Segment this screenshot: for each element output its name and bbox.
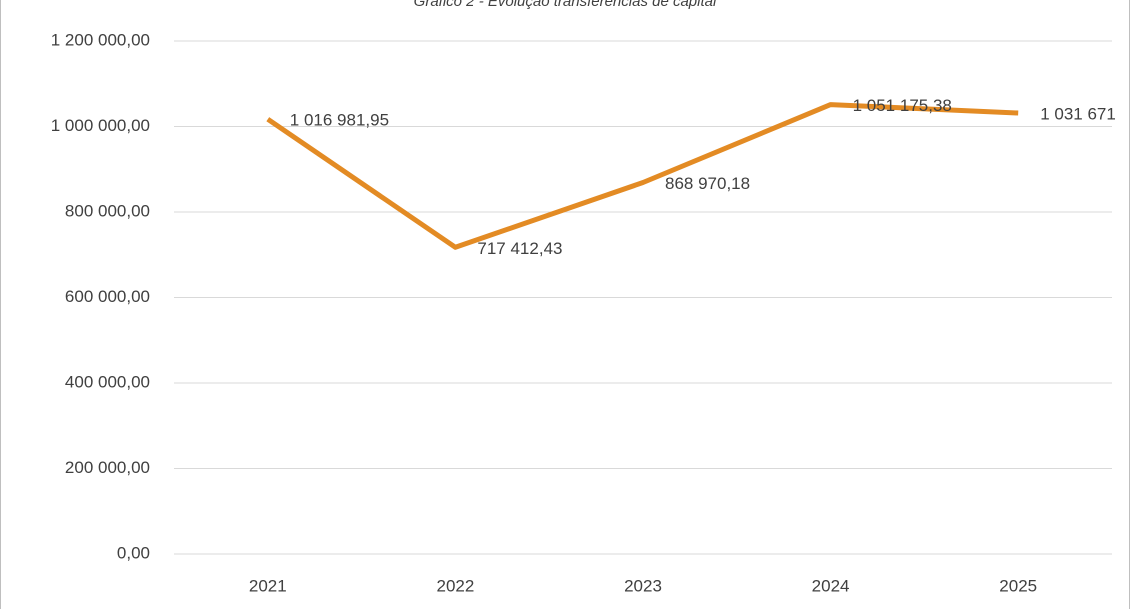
x-tick-label: 2025 bbox=[999, 576, 1037, 595]
x-tick-label: 2021 bbox=[249, 576, 287, 595]
y-tick-label: 600 000,00 bbox=[65, 287, 150, 306]
x-tick-label: 2024 bbox=[812, 576, 850, 595]
y-tick-label: 400 000,00 bbox=[65, 372, 150, 391]
x-tick-label: 2023 bbox=[624, 576, 662, 595]
data-label: 1 016 981,95 bbox=[290, 111, 389, 130]
data-label: 717 412,43 bbox=[477, 239, 562, 258]
x-tick-label: 2022 bbox=[436, 576, 474, 595]
chart-title: Gráfico 2 - Evolução transferências de c… bbox=[414, 0, 717, 10]
y-tick-label: 1 000 000,00 bbox=[51, 116, 150, 135]
data-line bbox=[266, 102, 1019, 250]
y-tick-label: 800 000,00 bbox=[65, 201, 150, 220]
data-label: 1 051 175,38 bbox=[853, 96, 952, 115]
y-tick-label: 0,00 bbox=[117, 543, 150, 562]
data-label: 1 031 671 bbox=[1040, 104, 1116, 123]
data-label: 868 970,18 bbox=[665, 174, 750, 193]
y-tick-label: 200 000,00 bbox=[65, 458, 150, 477]
y-tick-label: 1 200 000,00 bbox=[51, 30, 150, 49]
